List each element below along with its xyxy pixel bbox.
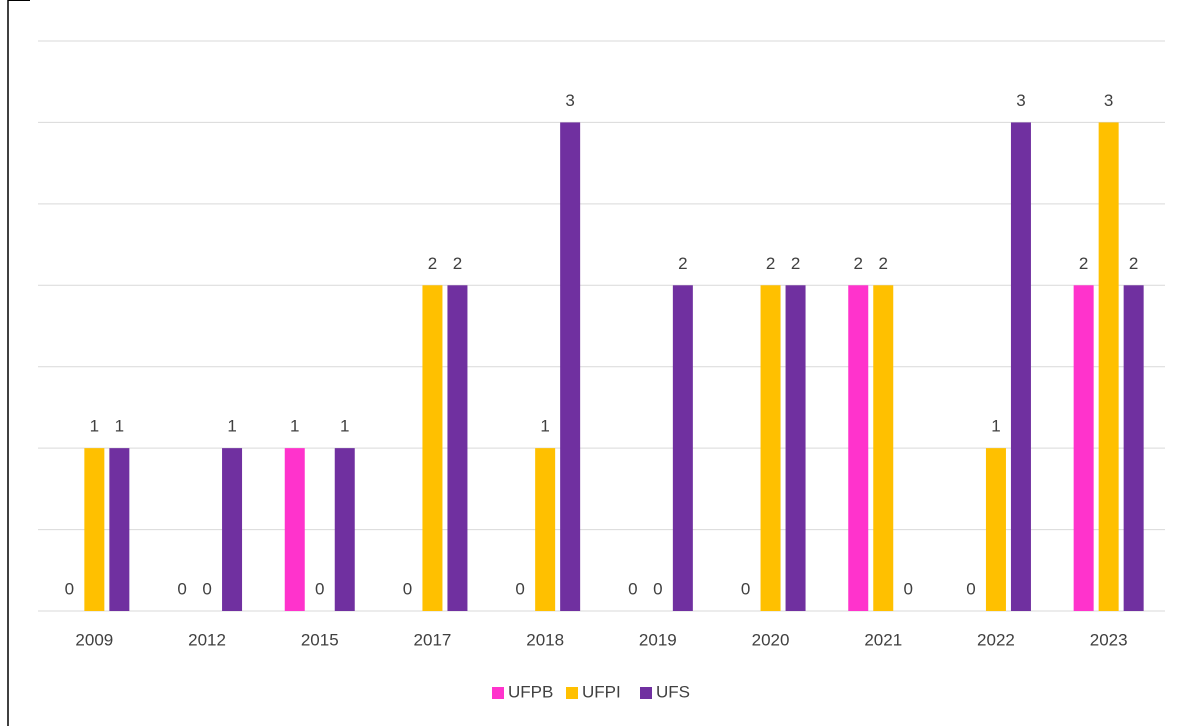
x-tick-label: 2009 [75, 630, 113, 649]
bar [447, 285, 468, 611]
bar [1123, 285, 1144, 611]
data-label: 0 [966, 579, 975, 598]
legend-label: UFS [656, 682, 690, 701]
x-tick-label: 2018 [526, 630, 564, 649]
data-label: 0 [741, 579, 750, 598]
data-label: 1 [115, 417, 124, 436]
legend-swatch [566, 687, 578, 699]
bar [848, 285, 869, 611]
data-label: 3 [565, 91, 574, 110]
bar [1010, 122, 1031, 611]
data-label: 3 [1104, 91, 1113, 110]
bar [785, 285, 806, 611]
data-label: 2 [453, 254, 462, 273]
bar [672, 285, 693, 611]
data-label: 1 [991, 417, 1000, 436]
bar [284, 448, 305, 611]
bar [422, 285, 443, 611]
legend-label: UFPB [508, 682, 553, 701]
data-label: 0 [65, 579, 74, 598]
bar [560, 122, 581, 611]
legend-label: UFPI [582, 682, 621, 701]
x-tick-label: 2017 [414, 630, 452, 649]
data-label: 2 [428, 254, 437, 273]
bar [1098, 122, 1119, 611]
bar [334, 448, 355, 611]
data-label: 1 [340, 417, 349, 436]
legend-swatch [640, 687, 652, 699]
data-label: 3 [1016, 91, 1025, 110]
data-label: 2 [1079, 254, 1088, 273]
data-label: 0 [653, 579, 662, 598]
bar [985, 448, 1006, 611]
x-tick-label: 2022 [977, 630, 1015, 649]
bar [1073, 285, 1094, 611]
data-label: 2 [678, 254, 687, 273]
x-tick-label: 2020 [752, 630, 790, 649]
x-tick-label: 2015 [301, 630, 339, 649]
bar [760, 285, 781, 611]
bar [535, 448, 556, 611]
bar [84, 448, 105, 611]
data-label: 0 [515, 579, 524, 598]
x-tick-label: 2021 [864, 630, 902, 649]
data-label: 0 [315, 579, 324, 598]
data-label: 1 [227, 417, 236, 436]
x-tick-label: 2019 [639, 630, 677, 649]
data-label: 1 [90, 417, 99, 436]
data-label: 2 [766, 254, 775, 273]
data-label: 2 [879, 254, 888, 273]
bar [873, 285, 894, 611]
data-label: 0 [403, 579, 412, 598]
data-label: 0 [904, 579, 913, 598]
data-label: 0 [177, 579, 186, 598]
data-label: 2 [791, 254, 800, 273]
data-label: 0 [202, 579, 211, 598]
data-label: 0 [628, 579, 637, 598]
x-tick-label: 2012 [188, 630, 226, 649]
x-tick-label: 2023 [1090, 630, 1128, 649]
data-label: 2 [1129, 254, 1138, 273]
legend-swatch [492, 687, 504, 699]
data-label: 2 [854, 254, 863, 273]
data-label: 1 [290, 417, 299, 436]
bar [109, 448, 130, 611]
data-label: 1 [540, 417, 549, 436]
bar [222, 448, 243, 611]
